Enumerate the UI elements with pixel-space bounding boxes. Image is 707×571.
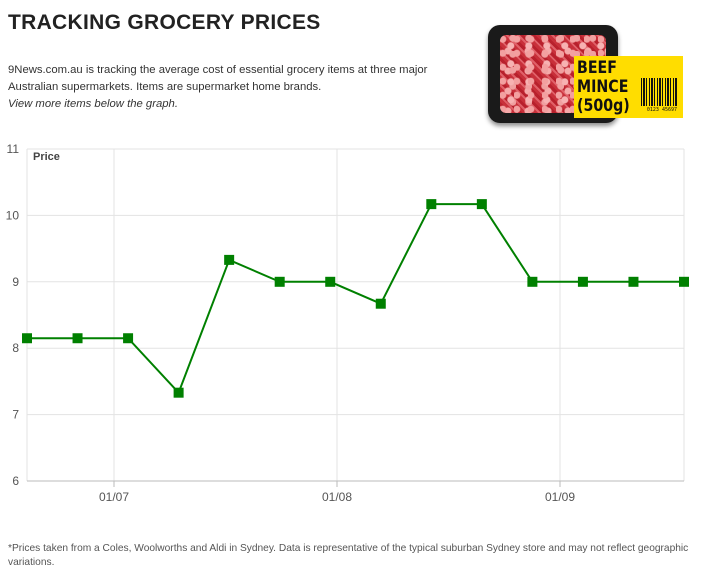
x-tick-label: 01/08 (322, 490, 352, 503)
series-markers (22, 199, 689, 398)
data-point (72, 333, 83, 344)
chart-grid (26, 148, 685, 482)
label-line-1: BEEF (577, 58, 617, 77)
data-point (123, 333, 134, 344)
label-line-2: MINCE (577, 77, 629, 96)
y-axis-label: Price (33, 151, 60, 163)
label-line-3: (500g) (577, 96, 630, 115)
y-tick-label: 7 (12, 408, 19, 422)
data-point (426, 199, 437, 210)
data-point (274, 276, 285, 287)
y-axis-ticks: 6 7 8 9 10 11 (6, 142, 20, 488)
footnote: *Prices taken from a Coles, Woolworths a… (8, 543, 689, 568)
y-tick-label: 6 (12, 474, 19, 488)
x-axis-ticks: 01/07 01/08 01/09 (99, 481, 575, 503)
intro-text: 9News.com.au is tracking the average cos… (8, 62, 478, 113)
data-point (224, 254, 235, 265)
y-tick-label: 9 (12, 275, 19, 289)
series-line (27, 203, 684, 395)
product-label-text: BEEF MINCE (500g) (577, 58, 630, 115)
data-point (325, 276, 336, 287)
data-point (173, 387, 184, 398)
page-title: TRACKING GROCERY PRICES (8, 11, 321, 34)
barcode-number: 0123 45697 (646, 107, 677, 113)
data-point (628, 276, 639, 287)
barcode-icon (641, 78, 677, 106)
y-tick-label: 11 (7, 142, 20, 156)
data-point (679, 276, 689, 287)
y-tick-label: 10 (6, 208, 20, 222)
data-point (577, 276, 588, 287)
data-point (527, 276, 538, 287)
x-tick-label: 01/07 (99, 490, 129, 503)
beef-mince-package-icon: BEEF MINCE (500g) 0123 45697 (486, 22, 686, 127)
data-point (375, 298, 386, 309)
data-point (22, 333, 32, 344)
price-line-chart: 6 7 8 9 10 11 01/07 01/08 01/09 Price (6, 142, 689, 503)
x-tick-label: 01/09 (545, 490, 575, 503)
data-point (476, 199, 487, 210)
intro-description: 9News.com.au is tracking the average cos… (8, 64, 428, 93)
view-more-link[interactable]: View more items below the graph. (8, 98, 178, 110)
y-tick-label: 8 (12, 341, 19, 355)
product-label: BEEF MINCE (500g) 0123 45697 (574, 56, 683, 118)
